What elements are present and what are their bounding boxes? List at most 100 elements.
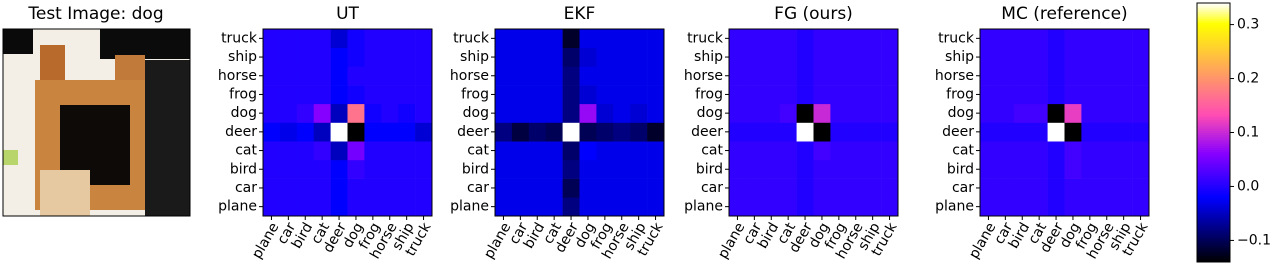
y-tick-label: horse [684,68,723,84]
y-tick-label: frog [229,86,257,102]
heat-cell [495,85,513,105]
heat-cell [796,29,814,48]
heat-cell [729,47,747,67]
heat-cell [313,122,331,142]
heat-cell [1081,85,1099,105]
heat-cell [996,29,1015,48]
image-pixel [145,60,190,216]
heat-cell [398,103,416,123]
heat-cell [980,197,998,217]
heat-cell [562,197,580,217]
heat-cell [729,159,747,179]
heat-cell [762,141,780,161]
heat-cell [647,178,665,198]
colorbar-step [1197,119,1230,123]
y-tick-label: dog [463,105,489,121]
heat-cell [1013,47,1031,67]
heat-cell [495,197,513,217]
heat-cell [364,66,382,86]
heat-cell [263,159,281,179]
heat-cell [511,29,530,48]
colorbar-step [1197,190,1230,194]
heat-cell [596,141,614,161]
y-tick-label: car [952,180,974,196]
heat-cell [980,159,998,179]
y-tick-label: car [467,180,489,196]
heat-cell [1030,122,1048,142]
colorbar-step [1197,35,1230,39]
heat-cell [296,85,314,105]
heat-cell [347,159,365,179]
heat-cell [881,141,899,161]
heat-cell [364,159,382,179]
colorbar-step [1197,255,1230,259]
colorbar-tick-label: 0.3 [1237,17,1259,33]
heat-cell [1030,141,1048,161]
heat-cell [381,103,399,123]
heat-cell [415,85,433,105]
heat-cell [415,178,433,198]
colorbar-step [1197,63,1230,67]
y-tick-label: dog [948,105,974,121]
colorbar-step [1197,52,1230,56]
heat-cell [1064,197,1082,217]
heat-cell [1115,29,1133,48]
colorbar-step [1197,132,1230,136]
heat-cell [562,47,580,67]
heat-cell [562,29,580,48]
heat-cell [1115,66,1133,86]
colorbar-step [1197,229,1230,233]
heat-cell [847,159,865,179]
heat-cell [562,103,580,123]
heat-cell [562,141,580,161]
y-tick-label: truck [453,30,490,46]
heat-cell [864,178,882,198]
heat-cell [330,103,348,123]
heat-cell [347,103,365,123]
colorbar-step [1197,20,1230,23]
heat-cell [729,197,747,217]
heat-cell [330,178,348,198]
colorbar-tick-label: 0.0 [1237,178,1259,194]
y-tick-label: cat [467,143,489,159]
heat-cell [296,159,314,179]
heat-cell [545,103,563,123]
heat-cell [279,66,298,86]
colorbar-step [1197,156,1230,159]
heat-cell [381,197,399,217]
heat-cell [996,122,1015,142]
heat-cell [279,85,298,105]
heat-cell [263,66,281,86]
heat-cell [847,103,865,123]
heat-cell [381,178,399,198]
heat-cell [364,85,382,105]
heat-cell [596,66,614,86]
y-tick-label: car [701,180,723,196]
heat-cell [647,47,665,67]
heat-cell [1115,178,1133,198]
heat-cell [729,29,747,48]
colorbar-step [1197,240,1230,244]
heat-cell [1047,47,1065,67]
test-image [2,28,191,217]
heat-cell [881,85,899,105]
heat-cell [779,47,797,67]
heat-cell [263,141,281,161]
heat-cell [881,29,899,48]
heat-cell [1013,85,1031,105]
heat-cell [996,178,1015,198]
heat-cell [347,29,365,48]
colorbar-step [1197,28,1230,32]
colorbar-step [1197,169,1230,172]
heat-cell [1047,141,1065,161]
heat-cell [596,103,614,123]
heat-cell [279,29,298,48]
colorbar-step [1197,216,1230,220]
colorbar-step [1197,48,1230,51]
heat-cell [881,47,899,67]
y-tick-label: deer [942,124,974,140]
heat-cell [313,29,331,48]
heat-cell [1098,85,1116,105]
heat-cell [1064,29,1082,48]
heat-cell [313,141,331,161]
